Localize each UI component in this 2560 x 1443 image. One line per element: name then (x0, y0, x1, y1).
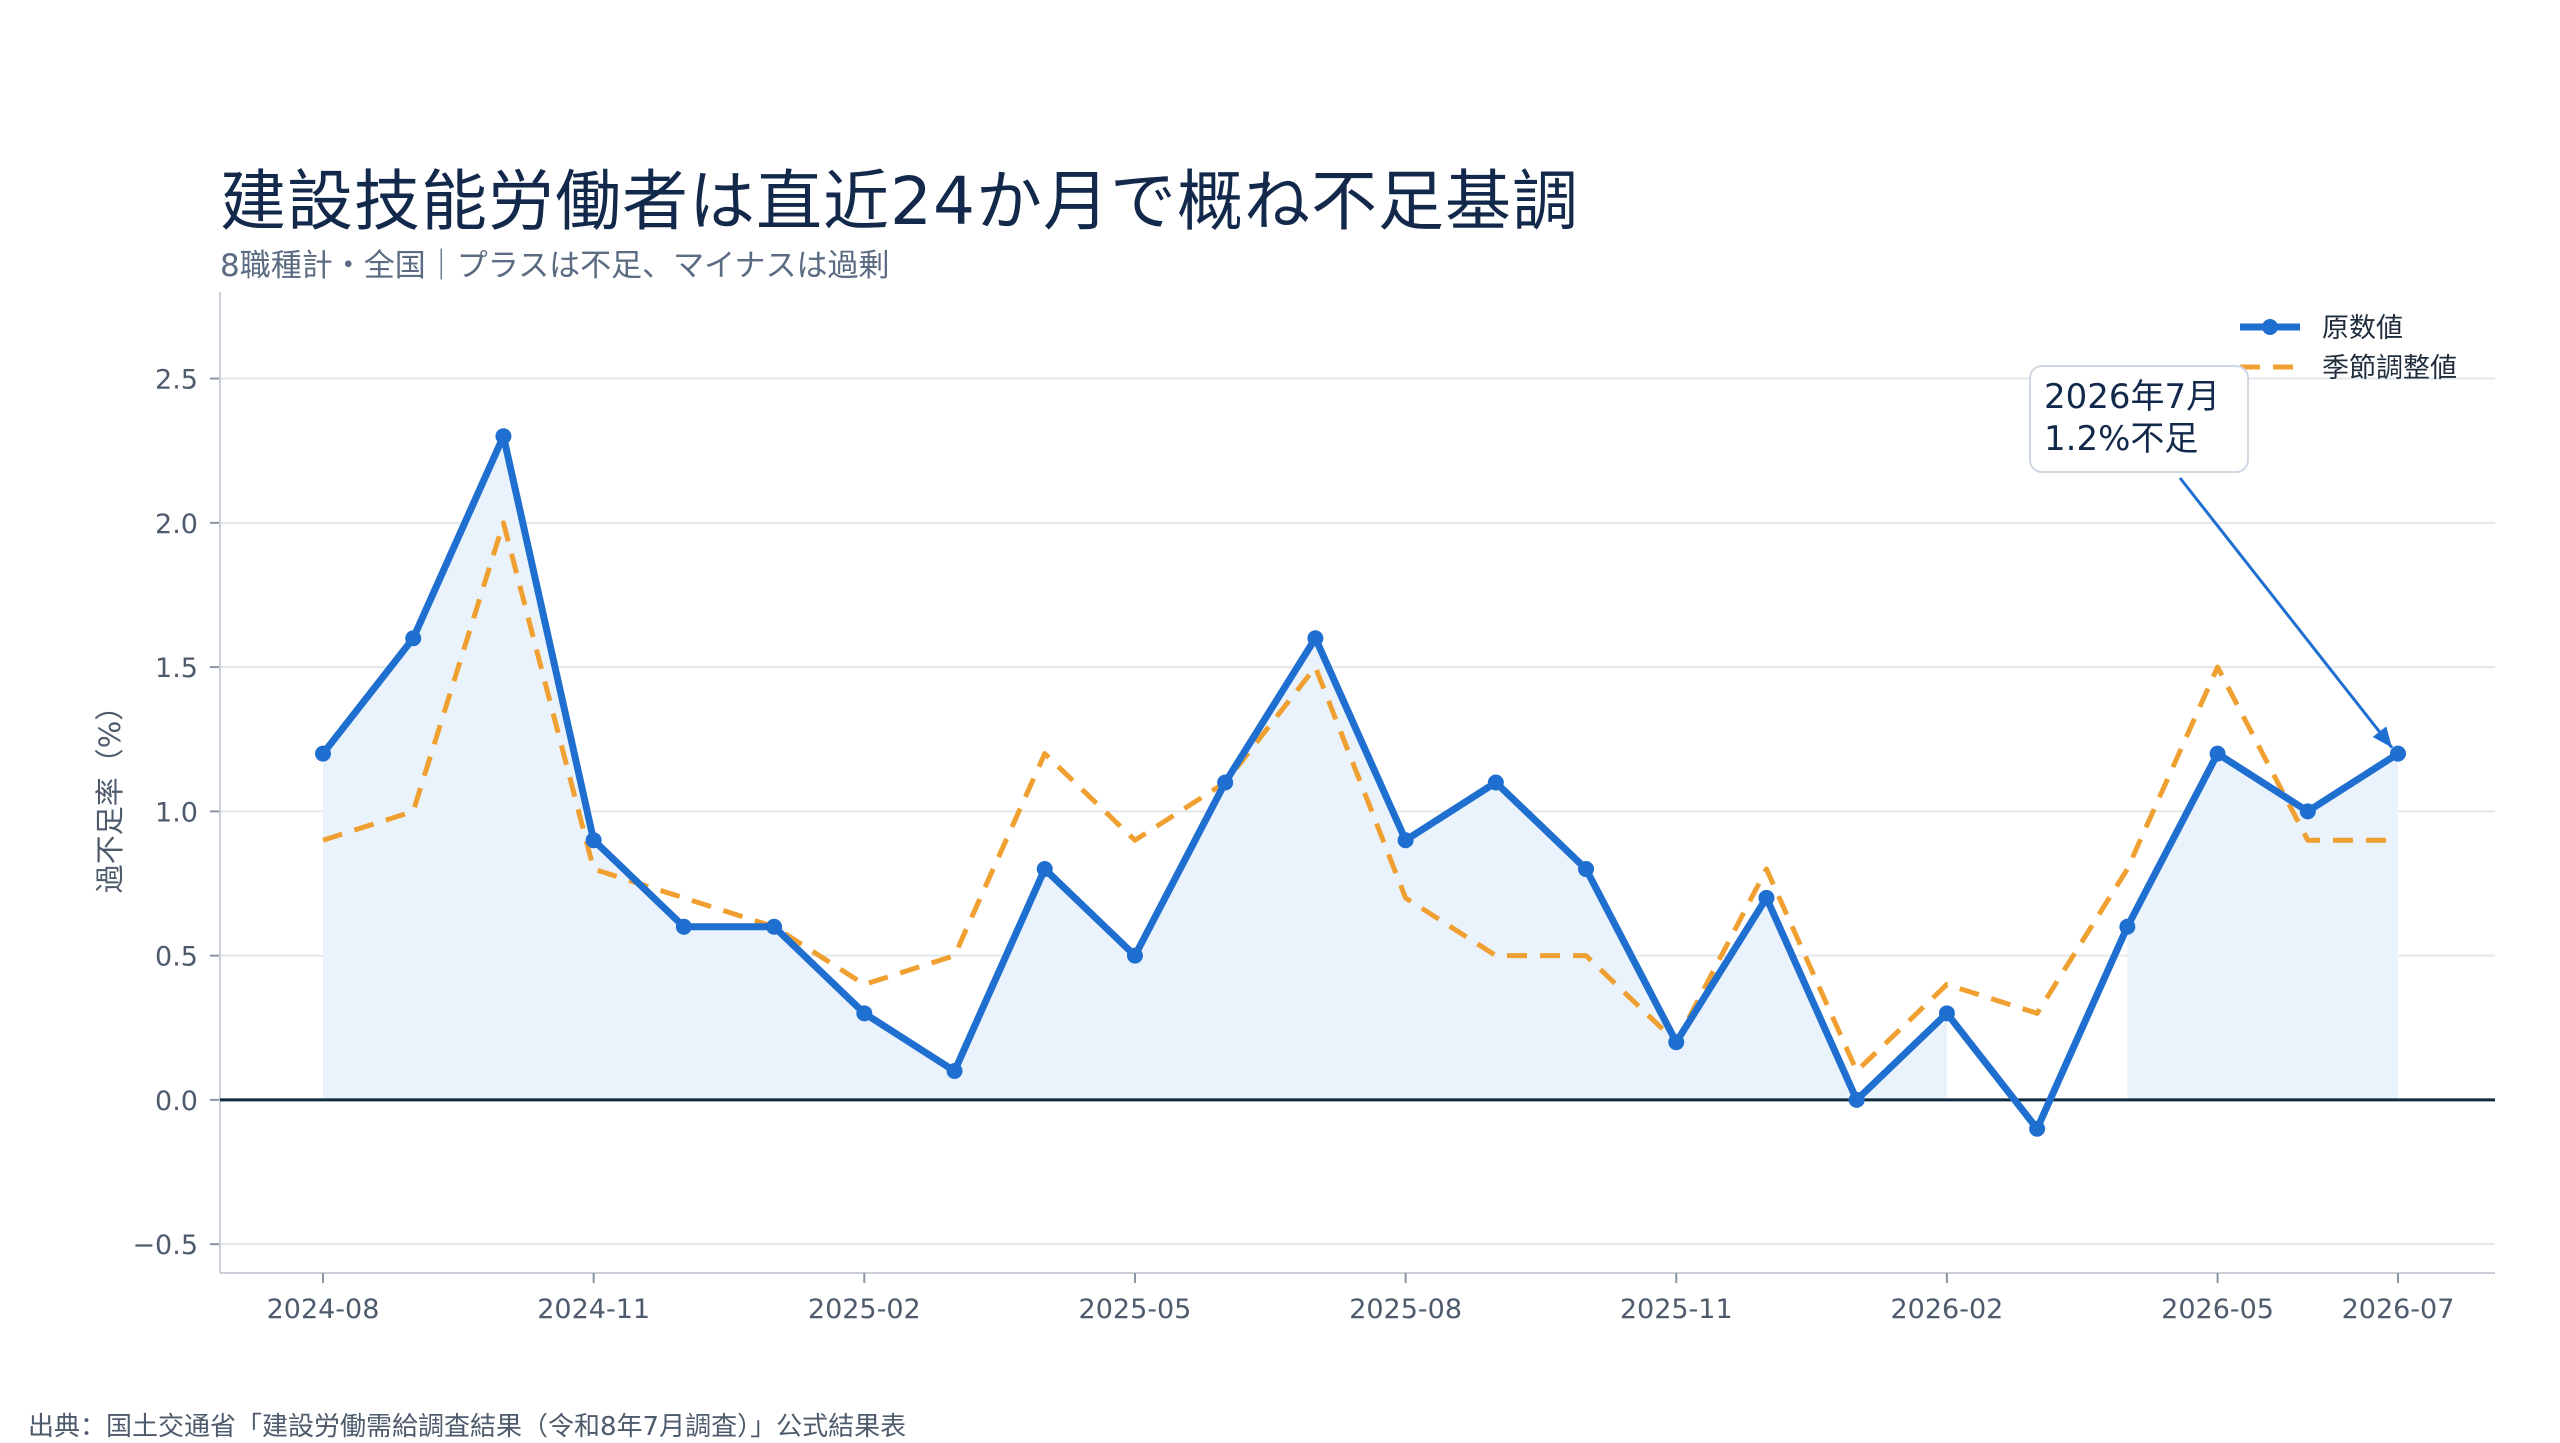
chart-title: 建設技能労働者は直近24か月で概ね不足基調 (220, 163, 1579, 240)
x-tick-label: 2025-11 (1620, 1294, 1733, 1325)
data-point (495, 428, 512, 445)
positive-area-fill (323, 436, 2398, 1100)
legend-label-seasonal: 季節調整値 (2322, 353, 2457, 384)
data-point (1397, 832, 1414, 849)
data-point (1217, 774, 1234, 791)
series-lines (315, 428, 2406, 1137)
y-tick-label: −0.5 (132, 1230, 198, 1261)
data-point (2119, 918, 2136, 935)
annotation-box (2029, 365, 2249, 473)
y-axis-label: 過不足率（%） (93, 692, 127, 894)
y-tick-label: 1.0 (155, 797, 198, 828)
data-point (1848, 1091, 1865, 1108)
data-point (1487, 774, 1504, 791)
legend-marker-raw (2262, 319, 2278, 335)
annotation-arrow-head (2372, 726, 2392, 748)
series-line-raw (320, 432, 2400, 1133)
data-point (1036, 861, 1053, 878)
x-tick-label: 2025-05 (1079, 1294, 1192, 1325)
data-point (946, 1063, 963, 1080)
data-point (1668, 1034, 1685, 1051)
data-point (1126, 947, 1143, 964)
x-tick-label: 2025-02 (808, 1294, 921, 1325)
data-point (315, 745, 331, 762)
chart-subtitle: 8職種計・全国｜プラスは不足、マイナスは過剰 (220, 248, 890, 284)
y-tick-label: 2.5 (155, 365, 198, 396)
y-tick-label: 1.5 (155, 653, 198, 684)
data-point (766, 918, 783, 935)
data-point (585, 832, 602, 849)
axes (210, 292, 2495, 1283)
source-note: 出典：国土交通省「建設労働需給調査結果（令和8年7月調査）」公式結果表 (28, 1412, 907, 1442)
annotation-text: 2026年7月 (2044, 377, 2220, 417)
area-fill (2127, 753, 2398, 1100)
data-point (1938, 1005, 1955, 1022)
x-tick-label: 2024-11 (537, 1294, 650, 1325)
tick-labels: −0.5 0.0 0.5 1.0 1.5 2.0 2.5 2024-08 2024-11 2025… (93, 365, 2454, 1325)
annotation-text: 1.2%不足 (2044, 419, 2198, 459)
data-point (405, 630, 422, 647)
data-point (2029, 1120, 2046, 1137)
data-point (675, 918, 692, 935)
series-line-seasonal (322, 520, 2398, 1074)
x-tick-label: 2026-07 (2342, 1294, 2455, 1325)
y-tick-label: 2.0 (155, 509, 198, 540)
x-tick-label: 2024-08 (267, 1294, 380, 1325)
data-point (1758, 889, 1775, 906)
y-tick-label: 0.0 (155, 1086, 198, 1117)
x-tick-label: 2026-05 (2161, 1294, 2274, 1325)
area-fill (323, 436, 1947, 1100)
data-point (1307, 630, 1324, 647)
y-tick-label: 0.5 (155, 942, 198, 973)
data-point (2390, 745, 2406, 762)
x-tick-label: 2025-08 (1349, 1294, 1462, 1325)
data-point (856, 1005, 873, 1022)
data-point (1578, 861, 1595, 878)
data-point (2209, 745, 2226, 762)
legend-label-raw: 原数値 (2322, 313, 2403, 344)
data-point (2299, 803, 2316, 820)
x-tick-label: 2026-02 (1891, 1294, 2004, 1325)
annotation-arrow-line (2178, 477, 2394, 749)
